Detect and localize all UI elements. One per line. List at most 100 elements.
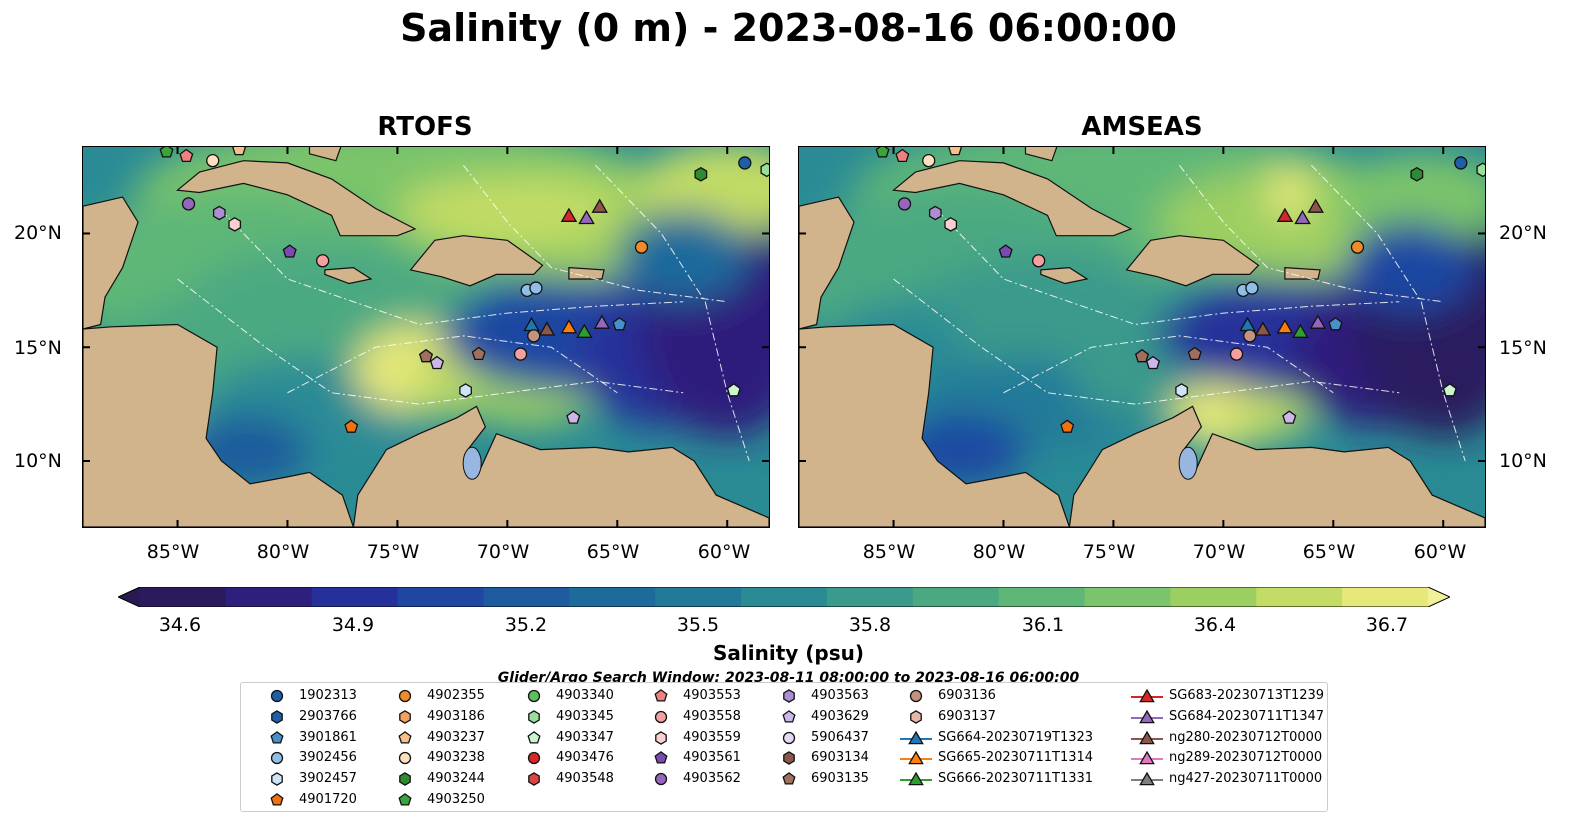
lon-label-left-80w: 80°W [256,541,310,563]
legend-label: 3902456 [299,750,357,766]
lon-label-right-70w: 70°W [1192,541,1246,563]
legend-label: 4903559 [683,729,741,745]
legend-label: ng289-20230712T0000 [1169,750,1323,766]
legend-swatch [398,793,412,806]
marker-4903238 [922,154,936,168]
marker-SG684-20230711T1347 [1294,209,1311,225]
land-jamaica [324,266,373,285]
legend-label: 4902355 [427,688,485,703]
legend-label: ng427-20230711T0000 [1169,771,1323,787]
legend-swatch [782,731,796,744]
legend-label: 4903347 [556,729,614,745]
legend-label: 4903237 [427,729,485,745]
marker-3901861 [1328,317,1343,331]
legend-label: 4901720 [299,792,357,807]
colorbar-segment [1084,587,1171,607]
land-bahamas [1024,147,1058,162]
land-hispaniola [1125,235,1260,287]
marker-SG683-20230713T1239 [1276,207,1294,222]
marker-3902456 [529,281,543,295]
legend-label: 4903250 [427,792,485,807]
marker-4903629 [566,410,581,424]
panel-title-amseas: AMSEAS [1081,112,1203,142]
marker-4903629 [1145,355,1161,370]
colorbar-segment [140,587,227,607]
salinity-region [1344,222,1477,314]
map-rtofs [82,146,770,528]
marker-4901720 [344,419,359,433]
legend-swatch [528,772,540,787]
legend-swatch [782,709,796,723]
lon-label-right-75w: 75°W [1082,541,1136,563]
marker-SG684-20230711T1347 [578,209,595,225]
marker-ng280-20230712T0000 [1307,198,1324,213]
legend-swatch [909,689,923,703]
marker-SG665-20230711T1314 [560,319,578,334]
lon-label-right-60w: 60°W [1413,541,1467,563]
land-central [799,323,1071,527]
legend-label: 4903244 [427,771,485,787]
land-central [83,323,355,527]
marker-4902355 [634,240,649,254]
lon-label-left-65w: 65°W [586,541,640,563]
legend-swatch [270,793,284,806]
colorbar-label: Salinity (psu) [712,641,864,665]
legend-swatch [398,689,412,703]
legend-label: SG665-20230711T1314 [938,750,1094,766]
legend-label: 4903476 [556,750,614,766]
legend-label: 4903345 [556,708,614,724]
marker-3902457 [1175,383,1188,398]
marker-4901720 [1060,419,1075,433]
lake-maracaibo [1178,446,1198,480]
legend-swatch [1131,730,1163,744]
marker-SG683-20230713T1239 [560,207,578,222]
marker-4903563 [212,205,226,221]
legend-label: 4903563 [811,688,869,703]
colorbar-segment [311,587,399,607]
map-amseas [798,146,1486,528]
marker-4903562 [181,197,196,211]
marker-ng280-20230712T0000 [1254,321,1272,336]
legend-label: 4903561 [683,750,741,766]
legend-label: 1902313 [299,688,357,703]
marker-4903237 [232,147,247,156]
legend-swatch [910,709,922,724]
legend-label: 6903137 [938,708,996,724]
salinity-region [1267,165,1312,220]
map-canvas [799,147,1485,527]
legend-label: SG664-20230719T1323 [938,729,1094,745]
legend-swatch [900,730,932,744]
lon-label-left-70w: 70°W [476,541,530,563]
marker-SG666-20230711T1331 [1292,323,1309,338]
legend-label: 6903134 [811,750,869,766]
marker-4903347 [1442,383,1457,397]
legend-label: 3901861 [299,729,357,745]
marker-4903559 [944,217,958,232]
marker-4903237 [948,147,963,156]
salinity-region [1223,392,1312,439]
colorbar-segment [225,587,313,607]
colorbar-segment [397,587,484,607]
marker-6903136 [1243,329,1257,343]
lon-label-left-60w: 60°W [697,541,751,563]
colorbar-tick-5: 36.1 [1021,614,1065,636]
lat-label-right-20n: 20°N [1499,222,1547,244]
boundary-line [1178,164,1444,303]
legend-label: 4903186 [427,708,485,724]
lon-label-left-85w: 85°W [146,541,200,563]
land-bahamas [308,147,342,162]
legend-swatch [528,709,540,724]
marker-3901861 [612,317,627,331]
marker-3902457 [459,383,472,398]
boundary-line [1310,164,1466,462]
marker-6903135 [418,348,434,363]
legend-label: 4903548 [556,771,614,787]
marker-4903562 [897,197,912,211]
colorbar [118,587,1450,607]
panel-title-rtofs: RTOFS [377,112,473,142]
lat-label-right-10n: 10°N [1499,450,1547,472]
lon-label-right-65w: 65°W [1302,541,1356,563]
legend-swatch [1131,688,1163,703]
marker-4903553 [895,148,910,163]
legend-swatch [782,772,796,785]
